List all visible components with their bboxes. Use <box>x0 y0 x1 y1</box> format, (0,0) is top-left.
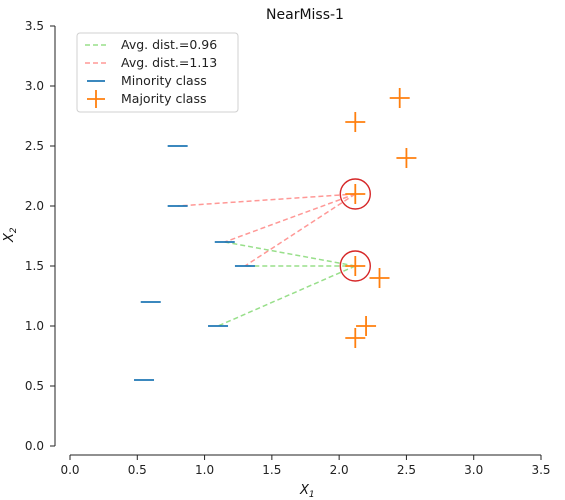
y-tick-label-0: 0.0 <box>25 439 44 453</box>
majority-point-6 <box>356 316 377 336</box>
y-tick-label-4: 2.0 <box>25 199 44 213</box>
majority-point-2 <box>345 112 366 132</box>
y-tick-label-6: 3.0 <box>25 79 44 93</box>
distance-line-2 <box>217 265 356 327</box>
majority-point-1 <box>345 256 366 276</box>
x-axis-label-sub: 1 <box>309 490 315 500</box>
selected-majority-circle-1 <box>339 250 371 282</box>
y-tick-label-2: 1.0 <box>25 319 44 333</box>
y-axis-label: X2 <box>2 227 19 243</box>
x-tick-label-0: 0.0 <box>60 463 79 477</box>
y-tick-label-7: 3.5 <box>25 19 44 33</box>
y-axis-label-sub: 2 <box>9 227 19 233</box>
x-tick-label-1: 0.5 <box>128 463 147 477</box>
y-tick-label-5: 2.5 <box>25 139 44 153</box>
majority-point-3 <box>389 88 410 108</box>
majority-point-7 <box>345 328 366 348</box>
legend-majority-label: Majority class <box>121 91 206 106</box>
legend-majority-swatch <box>87 90 105 108</box>
majority-point-4 <box>396 148 417 168</box>
axis-ticks: 0.0 0.5 1.0 1.5 2.0 2.5 3.0 3.5 0.0 0.5 1.0 1.5 2.0 2… <box>25 19 551 477</box>
x-tick-label-5: 2.5 <box>397 463 416 477</box>
distance-line-5 <box>244 193 356 267</box>
plot-area <box>134 88 417 381</box>
distance-line-3 <box>177 193 356 207</box>
majority-point-0 <box>345 184 366 204</box>
legend-minority-label: Minority class <box>121 73 207 88</box>
chart-title: NearMiss-1 <box>266 7 344 23</box>
x-tick-label-3: 1.5 <box>262 463 281 477</box>
x-axis-label: X1 <box>299 483 315 500</box>
y-axis-label-main: X <box>2 232 17 243</box>
distance-line-4 <box>224 193 356 243</box>
selected-majority-circle-0 <box>339 178 371 210</box>
y-tick-label-1: 0.5 <box>25 379 44 393</box>
legend: Avg. dist.=0.96 Avg. dist.=1.13 Minority… <box>76 32 239 113</box>
y-tick-label-3: 1.5 <box>25 259 44 273</box>
majority-point-5 <box>369 268 390 288</box>
x-axis-label-main: X <box>299 483 310 498</box>
distance-line-0 <box>224 241 356 267</box>
x-tick-label-6: 3.0 <box>464 463 483 477</box>
x-tick-label-4: 2.0 <box>330 463 349 477</box>
legend-avg113-label: Avg. dist.=1.13 <box>121 55 217 70</box>
x-tick-label-7: 3.5 <box>531 463 550 477</box>
x-tick-label-2: 1.0 <box>195 463 214 477</box>
legend-avg096-label: Avg. dist.=0.96 <box>121 37 217 52</box>
legend-frame <box>76 32 239 113</box>
